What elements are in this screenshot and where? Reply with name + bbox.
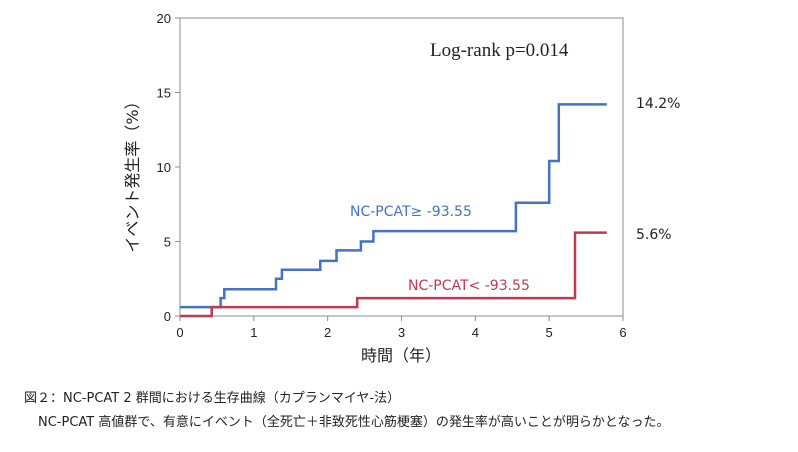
x-tick-label: 0: [176, 325, 183, 340]
x-tick-label: 1: [250, 325, 257, 340]
y-tick-label: 0: [164, 309, 171, 324]
plot-frame: [179, 17, 624, 317]
y-axis-label: イベント発生率（%）: [123, 93, 142, 252]
x-axis-label: 時間（年）: [361, 346, 441, 365]
y-tick-label: 5: [164, 235, 171, 250]
x-axis-ticks: 0 1 2 3 4 5 6: [176, 316, 627, 340]
series-line-low: [180, 231, 607, 318]
figure-caption-title: 図２：NC-PCAT 2 群間における生存曲線（カプランマイヤ-法）: [24, 391, 401, 406]
y-axis-ticks: 0 5 10 15 20: [157, 11, 180, 324]
x-tick-label: 6: [619, 325, 626, 340]
end-value-label-high: 14.2%: [636, 96, 680, 112]
x-tick-label: 4: [472, 325, 479, 340]
y-tick-label: 20: [157, 11, 171, 26]
series-lines: [180, 103, 607, 318]
y-tick-label: 10: [157, 160, 171, 175]
x-tick-label: 3: [398, 325, 405, 340]
figure-caption-description: NC-PCAT 高値群で、有意にイベント（全死亡＋非致死性心筋梗塞）の発生率が高…: [38, 415, 670, 430]
kaplan-meier-chart: 0 5 10 15 20 0 1 2 3 4 5 6 Log-rank p=0.014 イベント発生…: [123, 11, 680, 365]
series-label-low: NC-PCAT< -93.55: [408, 278, 530, 294]
series-line-high: [180, 103, 607, 309]
x-tick-label: 5: [546, 325, 553, 340]
y-tick-label: 15: [157, 86, 171, 101]
series-label-high: NC-PCAT≥ -93.55: [350, 204, 472, 220]
log-rank-annotation: Log-rank p=0.014: [430, 40, 569, 61]
end-value-label-low: 5.6%: [636, 227, 672, 243]
x-tick-label: 2: [324, 325, 331, 340]
